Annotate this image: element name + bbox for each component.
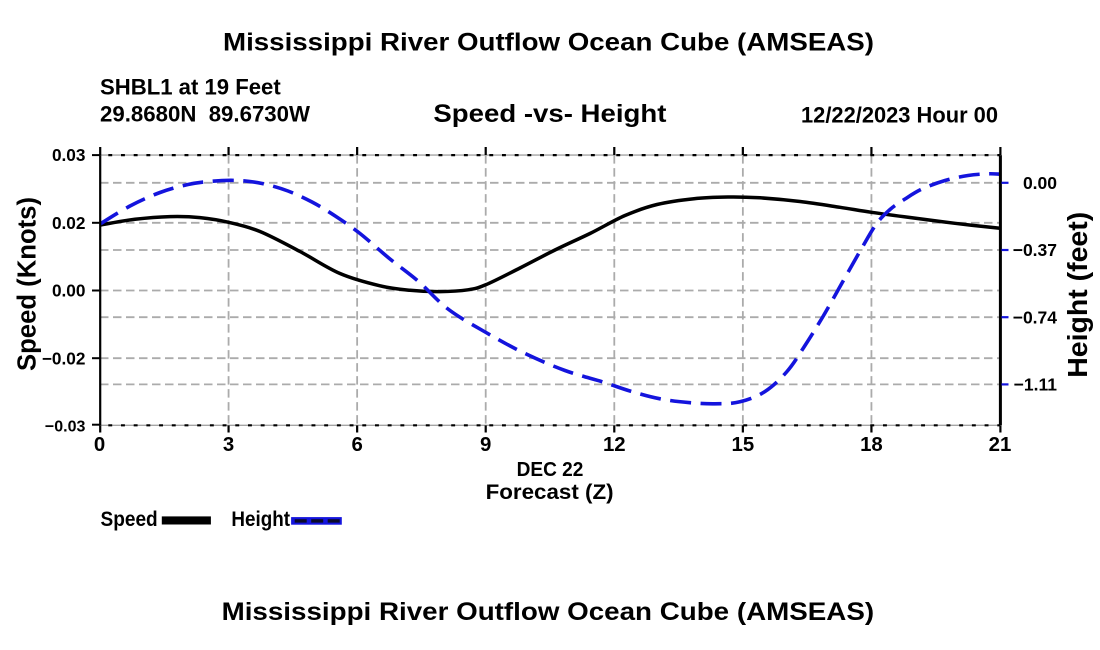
svg-text:Speed -vs- Height: Speed -vs- Height: [433, 100, 667, 128]
svg-text:6: 6: [351, 434, 362, 456]
svg-text:9: 9: [480, 434, 491, 456]
svg-text:Height (feet): Height (feet): [1062, 212, 1093, 378]
svg-text:0: 0: [94, 434, 105, 456]
svg-text:Mississippi River Outflow Ocea: Mississippi River Outflow Ocean Cube (AM…: [223, 28, 874, 56]
svg-text:−1.11: −1.11: [1014, 375, 1058, 395]
svg-text:29.8680N 89.6730W: 29.8680N 89.6730W: [100, 102, 310, 127]
svg-text:12/22/2023 Hour 00: 12/22/2023 Hour 00: [801, 102, 998, 127]
svg-text:12: 12: [603, 434, 626, 456]
svg-text:0.03: 0.03: [52, 145, 85, 165]
svg-text:Mississippi River Outflow Ocea: Mississippi River Outflow Ocean Cube (AM…: [222, 598, 875, 626]
svg-text:DEC 22: DEC 22: [517, 459, 584, 481]
svg-text:18: 18: [860, 434, 883, 456]
svg-text:0.00: 0.00: [52, 281, 85, 301]
svg-text:Speed (Knots): Speed (Knots): [13, 197, 41, 371]
svg-text:0.02: 0.02: [52, 213, 85, 233]
svg-text:−0.74: −0.74: [1013, 307, 1058, 327]
svg-text:Forecast (Z): Forecast (Z): [486, 481, 614, 504]
svg-text:Height: Height: [231, 508, 290, 531]
svg-text:Speed: Speed: [101, 508, 158, 531]
svg-text:−0.02: −0.02: [42, 348, 86, 368]
svg-text:−0.03: −0.03: [45, 419, 86, 436]
svg-text:15: 15: [732, 434, 755, 456]
svg-text:3: 3: [223, 434, 234, 456]
svg-text:21: 21: [989, 434, 1012, 456]
svg-text:SHBL1 at 19 Feet: SHBL1 at 19 Feet: [100, 74, 281, 99]
svg-text:0.00: 0.00: [1023, 173, 1057, 193]
svg-text:−0.37: −0.37: [1013, 240, 1057, 260]
